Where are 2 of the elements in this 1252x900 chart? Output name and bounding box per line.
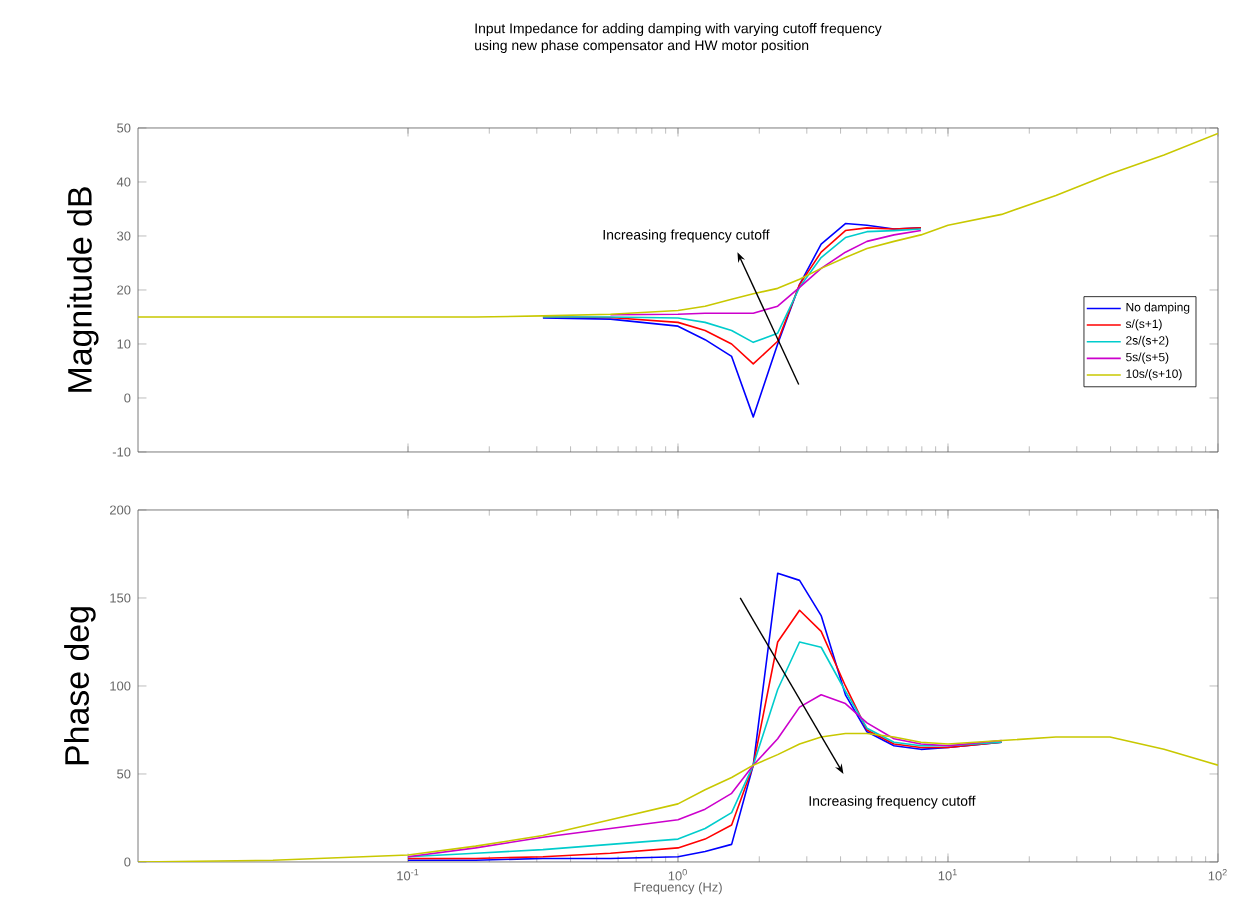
y-axis-title: Phase deg bbox=[64, 606, 96, 764]
y-axis-title: Magnitude dB bbox=[67, 186, 99, 392]
